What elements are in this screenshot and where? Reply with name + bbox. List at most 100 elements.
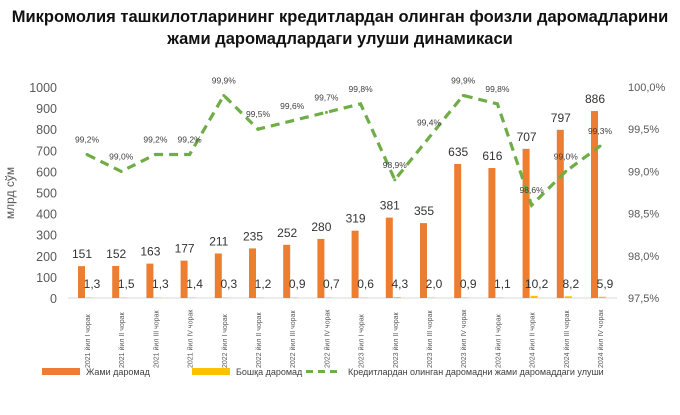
chart-title: Микромолия ташкилотларининг кредитлардан…: [11, 8, 669, 48]
line-point: [188, 153, 192, 157]
right-axis-tick: 98,5%: [628, 209, 659, 221]
bar-total: [249, 248, 256, 298]
bar-other-label: 4,3: [391, 277, 408, 291]
bar-total-label: 355: [414, 204, 434, 218]
bar-total: [420, 223, 427, 298]
bar-other-label: 8,2: [562, 277, 579, 291]
legend-swatch-total: [42, 368, 80, 375]
x-axis-tick: 2023 йил III чорак: [426, 310, 434, 368]
bar-other-label: 10,2: [525, 277, 549, 291]
bar-total: [78, 266, 85, 298]
left-axis-tick: 500: [36, 187, 57, 201]
x-axis-tick: 2024 йил I чорак: [494, 313, 502, 368]
bar-other: [222, 297, 230, 298]
right-axis-tick: 99,0%: [628, 166, 659, 178]
bar-other: [291, 297, 299, 298]
bar-total-label: 319: [346, 212, 366, 226]
left-axis-tick: 600: [36, 165, 57, 179]
bar-total: [454, 164, 462, 298]
legend-swatch-other: [192, 368, 230, 375]
bar-total-label: 797: [551, 111, 571, 125]
legend-label-share: Кредитлардан олинган даромадни жами даро…: [348, 367, 604, 377]
left-axis-tick: 0: [50, 292, 57, 306]
x-axis-tick: 2023 йил II чорак: [392, 311, 400, 368]
x-axis-tick: 2022 йил IV чорак: [323, 309, 331, 368]
line-point: [564, 169, 568, 173]
line-point: [324, 110, 328, 114]
line-label: 99,9%: [451, 75, 476, 85]
bar-total-label: 177: [175, 242, 195, 256]
bar-other-label: 1,4: [186, 277, 203, 291]
x-axis-tick: 2024 йил IV чорак: [597, 309, 605, 368]
bar-total: [146, 263, 154, 298]
bar-other: [462, 297, 470, 298]
bar-other: [86, 297, 93, 298]
bar-other: [257, 297, 264, 298]
bar-other-label: 1,2: [255, 277, 272, 291]
bar-total: [214, 253, 222, 298]
left-axis-tick: 700: [36, 144, 57, 158]
x-axis-tick: 2024 йил III чорак: [563, 310, 571, 368]
line-share: [86, 92, 601, 209]
line-label: 99,6%: [280, 101, 305, 111]
line-label: 99,8%: [349, 84, 374, 94]
x-axis-tick: 2023 йил I чорак: [358, 313, 366, 368]
bar-total-label: 381: [380, 199, 400, 213]
x-axis-tick: 2021 йил IV чорак: [187, 309, 195, 368]
line-label: 99,0%: [554, 151, 579, 161]
bar-total: [351, 230, 359, 298]
line-label: 99,0%: [109, 151, 134, 161]
legend-label-other: Бошқа даромад: [236, 367, 303, 377]
bar-other-label: 0,9: [460, 277, 477, 291]
x-axis-tick: 2021 йил III чорак: [152, 310, 160, 368]
bar-other: [530, 295, 538, 298]
right-axis-tick: 100,0%: [628, 82, 666, 94]
left-axis-tick: 1000: [29, 81, 57, 95]
bar-total: [591, 111, 598, 298]
bar-total-label: 151: [72, 247, 92, 261]
x-axis-tick: 2022 йил II чорак: [255, 311, 263, 368]
legend-label-total: Жами даромад: [86, 367, 151, 377]
line-label: 99,7%: [314, 92, 339, 102]
left-axis-tick: 200: [36, 250, 57, 264]
line-label: 99,5%: [246, 109, 271, 119]
bar-other-label: 0,9: [289, 277, 306, 291]
line-label: 99,4%: [417, 118, 442, 128]
line-point: [393, 178, 397, 182]
bar-other-label: 1,3: [84, 277, 101, 291]
bar-total-label: 163: [140, 245, 160, 259]
bar-total: [317, 238, 325, 298]
bar-other: [564, 296, 572, 298]
line-point: [427, 136, 431, 140]
bar-other-label: 0,6: [357, 277, 374, 291]
line-point: [222, 93, 226, 97]
y-axis-label: млрд сўм: [3, 167, 17, 219]
bar-total-label: 211: [209, 234, 228, 248]
line-point: [119, 169, 123, 173]
left-axis-tick: 800: [36, 123, 57, 137]
bar-other: [496, 297, 504, 298]
x-axis-tick: 2022 йил I чорак: [221, 313, 229, 368]
bar-total: [522, 148, 530, 298]
right-axis-tick: 99,5%: [628, 124, 659, 136]
line-label: 99,2%: [178, 135, 203, 145]
bar-total-label: 252: [277, 226, 297, 240]
left-axis-tick: 300: [36, 229, 57, 243]
bar-other-label: 1,1: [494, 277, 511, 291]
line-label: 99,3%: [588, 126, 613, 136]
bar-total-label: 616: [482, 149, 502, 163]
bar-other: [325, 297, 333, 298]
bar-total-label: 235: [243, 229, 263, 243]
bar-other-label: 5,9: [597, 277, 614, 291]
bar-total-label: 707: [517, 130, 537, 144]
line-label: 99,9%: [212, 75, 237, 85]
line-point: [530, 203, 534, 207]
line-point: [256, 127, 260, 131]
bar-total-label: 635: [448, 145, 468, 159]
right-axis-tick: 97,5%: [628, 293, 659, 305]
bar-total: [112, 265, 120, 298]
bar-other: [359, 297, 367, 298]
bar-total-label: 886: [585, 92, 605, 106]
left-axis-tick: 900: [36, 102, 57, 116]
bar-other: [188, 297, 196, 298]
